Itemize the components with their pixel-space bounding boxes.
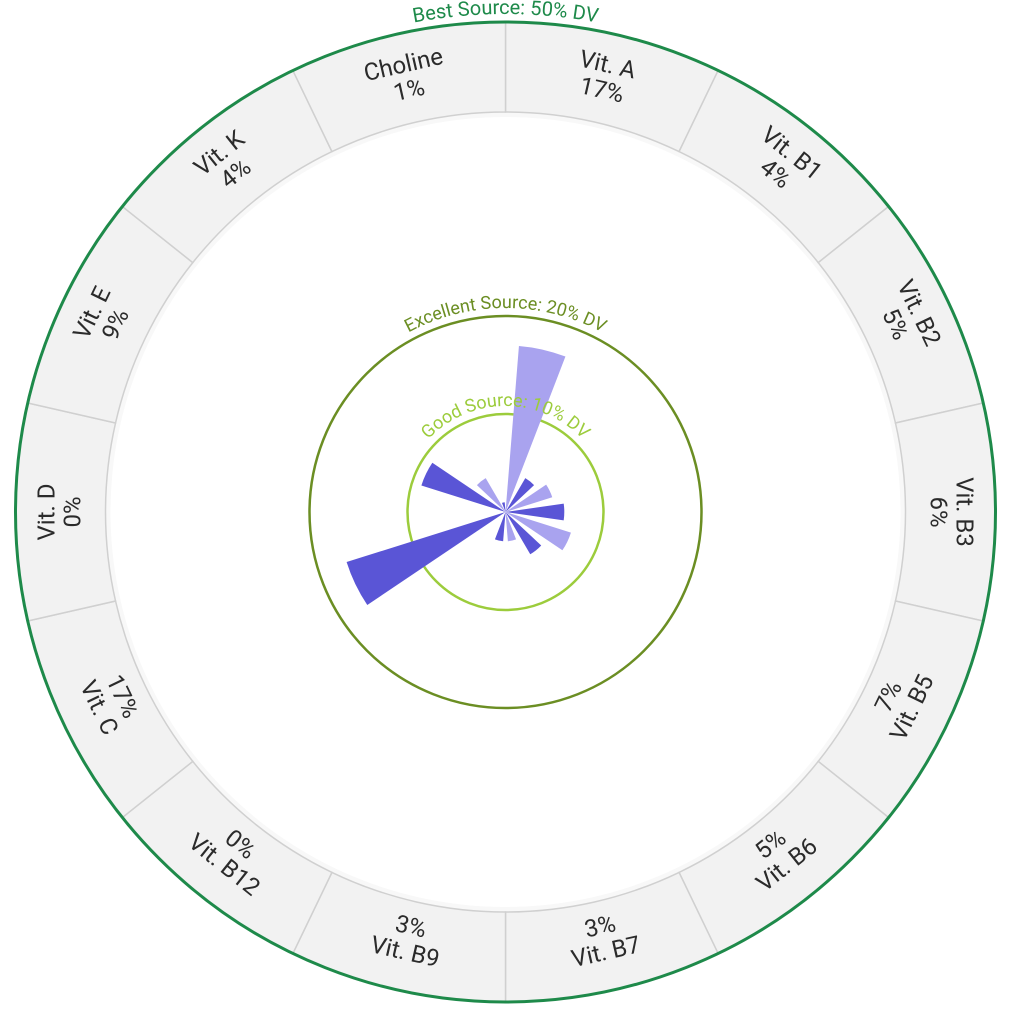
segment-value: 6%	[925, 496, 953, 527]
vitamin-polar-chart: Vit. A17%Vit. B14%Vit. B25%Vit. B36%Vit.…	[0, 0, 1011, 1024]
segment-value: 0%	[59, 496, 87, 527]
segment-name: Vit. D	[33, 484, 61, 541]
segment-name: Vit. B3	[951, 477, 979, 547]
